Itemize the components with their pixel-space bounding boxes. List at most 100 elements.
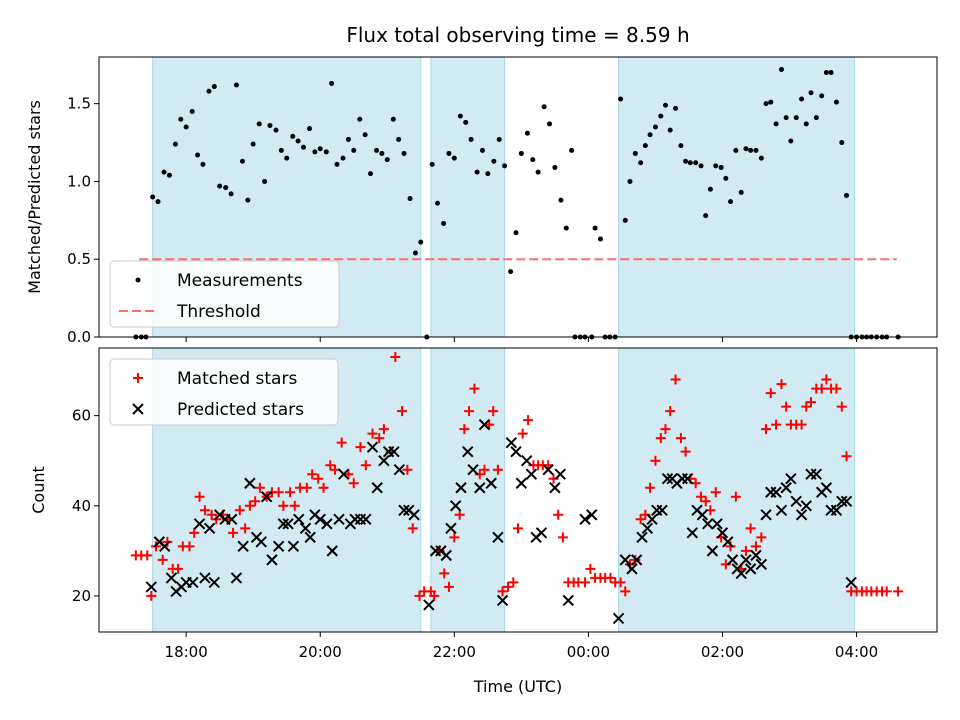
predicted-point — [646, 513, 658, 526]
measurement-point — [552, 164, 558, 170]
matched-point — [635, 514, 646, 525]
measurement-point — [233, 82, 239, 88]
measurement-point — [718, 164, 724, 170]
predicted-point — [836, 495, 848, 507]
measurement-point — [307, 126, 313, 132]
measurement-point — [698, 163, 704, 169]
matched-point — [502, 581, 513, 592]
predicted-point — [785, 473, 797, 485]
legend-marker-x — [132, 403, 144, 415]
measurement-point — [323, 149, 329, 155]
matched-point — [407, 523, 418, 534]
series-predicted-stars — [145, 418, 857, 625]
matched-point — [801, 401, 812, 412]
axes-frame — [98, 56, 938, 338]
measurement-point — [743, 146, 749, 152]
matched-point — [756, 532, 767, 543]
legend-box — [109, 260, 340, 328]
predicted-point — [333, 513, 345, 526]
predicted-point — [820, 482, 833, 494]
matched-point — [360, 460, 371, 471]
predicted-point — [706, 545, 719, 557]
matched-point — [439, 568, 450, 579]
matched-point — [278, 500, 289, 511]
predicted-point — [272, 540, 285, 553]
matched-point — [454, 509, 465, 520]
measurement-point — [723, 175, 729, 181]
measurement-point — [563, 225, 569, 231]
matched-point — [367, 428, 378, 439]
predicted-point — [314, 513, 326, 526]
measurement-point — [843, 192, 849, 198]
legend-marker-dot — [135, 277, 141, 283]
matched-point — [620, 586, 631, 597]
x-tick-label: 00:00 — [567, 643, 610, 661]
matched-point — [157, 554, 168, 565]
matched-point — [402, 464, 413, 475]
predicted-point — [326, 545, 339, 557]
legend-label: Predicted stars — [177, 400, 304, 420]
measurement-point — [530, 157, 536, 163]
matched-point — [660, 424, 671, 435]
predicted-point — [393, 464, 406, 476]
measurement-point — [823, 70, 829, 76]
measurement-point — [312, 149, 318, 155]
measurement-point — [496, 136, 502, 142]
measurement-point — [178, 116, 184, 122]
measurement-point — [195, 152, 201, 158]
matched-point — [645, 482, 656, 493]
predicted-point — [562, 594, 574, 607]
predicted-point — [203, 522, 216, 535]
matched-point — [336, 437, 347, 448]
matched-point — [781, 401, 792, 412]
predicted-point — [612, 612, 625, 625]
matched-point — [390, 352, 401, 363]
measurement-point — [652, 124, 658, 130]
matched-point — [206, 509, 217, 520]
predicted-point — [266, 554, 278, 566]
predicted-point — [337, 468, 350, 480]
measurement-point — [703, 213, 709, 219]
matched-point — [765, 388, 776, 399]
predicted-point — [711, 518, 723, 530]
matched-point — [194, 491, 205, 502]
predicted-point — [423, 599, 435, 611]
matched-point — [199, 505, 210, 516]
measurement-point — [351, 147, 357, 153]
predicted-point — [619, 554, 631, 566]
measurement-point — [748, 147, 754, 153]
matched-point — [553, 509, 564, 520]
matched-point — [836, 401, 847, 412]
predicted-point — [830, 504, 843, 516]
predicted-point — [299, 522, 312, 535]
measurement-point — [738, 189, 744, 195]
axes-frame — [98, 347, 938, 633]
measurement-point — [622, 217, 628, 223]
x-tick-label: 18:00 — [165, 643, 208, 661]
legend: Measurements Threshold — [109, 260, 340, 328]
measurement-point — [284, 155, 290, 161]
predicted-point — [780, 482, 792, 494]
predicted-point — [702, 518, 714, 530]
predicted-point — [440, 549, 452, 562]
measurement-point — [161, 169, 167, 175]
legend-marker-plus — [133, 373, 143, 383]
measurement-point — [457, 113, 463, 119]
matched-point — [605, 572, 616, 583]
shaded-interval — [430, 56, 506, 338]
matched-point — [816, 383, 827, 394]
predicted-point — [681, 473, 694, 485]
measurement-point — [451, 155, 457, 161]
predicted-point — [744, 563, 757, 575]
measurement-point — [256, 121, 262, 127]
measurement-point — [793, 115, 799, 121]
predicted-point — [636, 531, 648, 544]
predicted-point — [790, 495, 802, 507]
y-tick-label: 40 — [72, 497, 91, 515]
measurement-point — [390, 116, 396, 122]
measurement-point — [429, 161, 435, 167]
measurement-point — [401, 150, 407, 156]
measurement-point — [183, 124, 189, 130]
measurement-point — [502, 163, 508, 169]
predicted-point — [255, 536, 267, 548]
